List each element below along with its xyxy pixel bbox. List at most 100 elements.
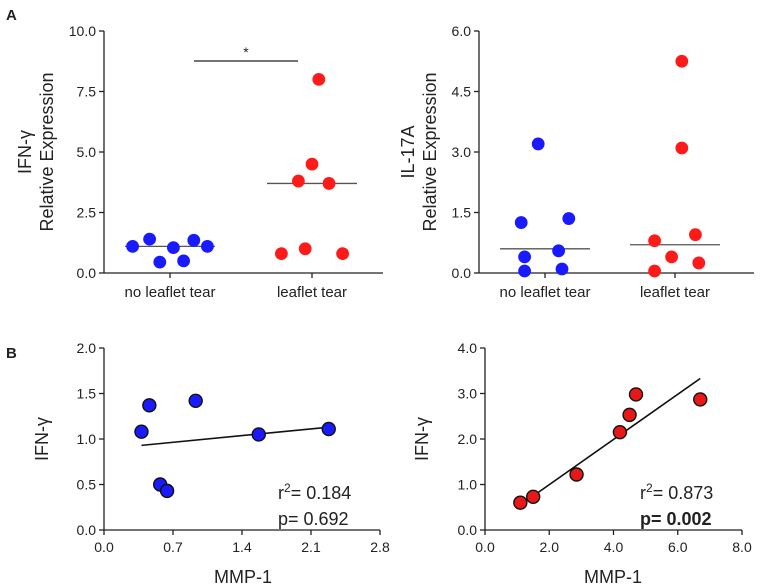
- x-axis-title: MMP-1: [214, 567, 272, 587]
- chart-ifn-gamma-vs-mmp1-tear: 0.0 1.0 2.0 3.0 4.0 0.0 2.0 4.0 6.0 8.0 MMP-1 IFN-γ…: [412, 340, 752, 587]
- y-tick-label: 3.0: [452, 144, 472, 160]
- category-label: no leaflet tear: [125, 284, 216, 301]
- x-tick-label: 4.0: [604, 539, 624, 555]
- data-point: [693, 392, 708, 407]
- data-point: [312, 73, 326, 86]
- y-tick-label: 6.0: [452, 23, 472, 39]
- x-tick-label: 6.0: [668, 539, 688, 555]
- data-point: [692, 256, 706, 270]
- y-tick-label: 2.0: [77, 340, 97, 356]
- data-point: [200, 239, 214, 253]
- y-tick-label: 0.0: [452, 265, 472, 281]
- y-tick-label: 0.0: [77, 522, 97, 538]
- regression-line: [519, 377, 701, 506]
- x-tick-label: 0.0: [94, 539, 114, 555]
- data-point: [159, 483, 175, 499]
- x-tick-label: 8.0: [732, 539, 752, 555]
- data-point: [531, 137, 545, 151]
- chart-il17a-expression: 0.0 1.5 3.0 4.5 6.0 no leaflet tear leaflet te…: [398, 23, 754, 301]
- y-tick-label: 4.0: [458, 340, 478, 356]
- y-axis-title: IFN-γ: [412, 417, 432, 461]
- data-point: [187, 233, 201, 247]
- y-tick-label: 7.5: [77, 84, 97, 100]
- data-point: [552, 244, 565, 258]
- y-axis-title: IFN-γ: [15, 130, 35, 174]
- data-point: [689, 228, 702, 242]
- y-tick-label: 4.5: [452, 84, 472, 100]
- y-axis-title: IFN-γ: [32, 417, 52, 461]
- category-label: no leaflet tear: [500, 284, 591, 301]
- r-squared-value: = 0.873: [653, 483, 714, 503]
- y-tick-label: 1.0: [77, 431, 97, 447]
- data-point: [291, 174, 305, 188]
- data-point: [562, 212, 576, 225]
- r-squared-text: r2= 0.184: [278, 481, 351, 503]
- y-tick-label: 1.0: [458, 477, 478, 493]
- r-squared-value: = 0.184: [291, 483, 352, 503]
- data-point: [188, 393, 203, 408]
- data-point: [142, 398, 157, 413]
- data-point: [648, 234, 661, 248]
- x-tick-label: 2.0: [540, 539, 560, 555]
- data-point: [177, 254, 191, 268]
- x-tick-label: 2.1: [301, 539, 321, 555]
- r-squared-symbol: r: [640, 483, 646, 503]
- p-value-text: p= 0.692: [278, 509, 349, 529]
- y-tick-label: 5.0: [77, 144, 97, 160]
- data-point: [612, 424, 628, 440]
- data-point: [569, 467, 584, 482]
- data-point: [665, 250, 678, 264]
- y-tick-label: 0.0: [77, 265, 97, 281]
- data-point: [675, 141, 689, 155]
- data-point: [126, 239, 140, 253]
- r-squared-superscript: 2: [284, 481, 291, 495]
- chart-ifn-gamma-vs-mmp1-no-tear: 0.0 0.5 1.0 1.5 2.0 0.0 0.7 1.4 2.1 2.8 MMP-1 IFN-γ…: [32, 340, 390, 587]
- y-tick-label: 10.0: [69, 23, 96, 39]
- data-point: [134, 424, 149, 439]
- y-tick-label: 2.5: [77, 205, 97, 221]
- data-point: [153, 255, 167, 269]
- r-squared-text: r2= 0.873: [640, 481, 713, 503]
- data-point: [305, 157, 319, 171]
- y-tick-label: 0.5: [77, 477, 97, 493]
- data-point: [251, 427, 266, 442]
- x-tick-label: 1.4: [232, 539, 252, 555]
- data-point: [143, 232, 157, 246]
- category-label: leaflet tear: [640, 284, 710, 301]
- data-point: [628, 387, 644, 402]
- data-point: [166, 241, 180, 254]
- data-point: [336, 247, 350, 261]
- y-axis-title: Relative Expression: [420, 72, 440, 231]
- data-point: [322, 177, 336, 190]
- data-point: [321, 421, 336, 437]
- category-label: leaflet tear: [277, 284, 347, 301]
- x-tick-label: 0.0: [475, 539, 495, 555]
- y-tick-label: 2.0: [458, 431, 478, 447]
- y-tick-label: 3.0: [458, 386, 478, 402]
- r-squared-symbol: r: [278, 483, 284, 503]
- data-point: [518, 264, 531, 278]
- x-tick-label: 2.8: [370, 539, 390, 555]
- data-point: [513, 495, 528, 510]
- data-point: [518, 250, 531, 264]
- y-tick-label: 1.5: [77, 386, 97, 402]
- p-value-text: p= 0.002: [640, 509, 712, 529]
- data-point: [514, 216, 528, 229]
- regression-line: [141, 426, 329, 447]
- y-tick-label: 1.5: [452, 205, 472, 221]
- chart-ifn-gamma-expression: 0.0 2.5 5.0 7.5 10.0 no leaflet tear leaflet t…: [15, 23, 383, 301]
- y-tick-label: 0.0: [458, 522, 478, 538]
- data-point: [675, 54, 689, 68]
- data-point: [298, 242, 312, 256]
- data-point: [555, 262, 569, 276]
- x-tick-label: 0.7: [163, 539, 183, 555]
- data-point: [622, 407, 637, 423]
- data-point: [648, 264, 661, 278]
- panel-label-a: A: [6, 7, 17, 24]
- data-point: [274, 247, 288, 261]
- significance-marker: *: [243, 44, 249, 60]
- y-axis-title: Relative Expression: [37, 72, 57, 231]
- data-point: [525, 489, 541, 504]
- y-axis-title: IL-17A: [398, 125, 418, 178]
